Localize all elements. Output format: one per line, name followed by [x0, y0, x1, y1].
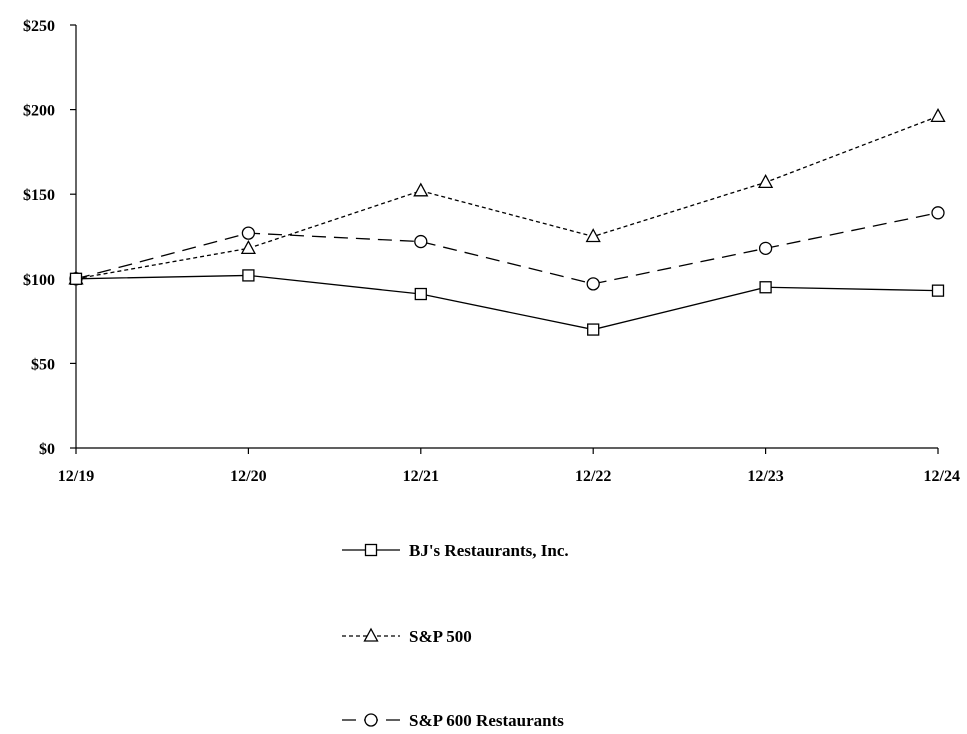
- legend-entry: S&P 600 Restaurants: [342, 711, 564, 730]
- series-line-square: [75, 274, 939, 331]
- x-tick-label: 12/23: [747, 468, 783, 485]
- data-point-triangle: [240, 239, 256, 254]
- x-tick-label: 12/22: [575, 468, 611, 485]
- series-circle-group: [75, 212, 939, 285]
- legend-marker-square: [364, 543, 378, 557]
- data-point-square: [414, 287, 427, 301]
- legend: BJ's Restaurants, Inc. S&P 500 S&P 600 Res…: [342, 541, 569, 730]
- data-point-triangle: [585, 228, 601, 243]
- legend-label: S&P 500: [409, 627, 472, 646]
- data-point-circle: [241, 226, 256, 240]
- legend-label: BJ's Restaurants, Inc.: [409, 541, 569, 560]
- legend-marker-triangle: [363, 627, 379, 642]
- x-tick-label: 12/19: [58, 468, 94, 485]
- y-tick-label: $0: [39, 441, 55, 458]
- x-tick-label: 12/24: [924, 468, 960, 485]
- data-point-square: [69, 272, 83, 285]
- data-point-triangle: [930, 108, 946, 123]
- data-point-square: [587, 323, 600, 336]
- legend-entry: S&P 500: [342, 627, 472, 646]
- data-point-square: [759, 281, 772, 294]
- chart-axes: [75, 25, 938, 449]
- series-layer: [68, 108, 946, 336]
- legend-label: S&P 600 Restaurants: [409, 711, 564, 730]
- y-tick-label: $50: [31, 356, 55, 373]
- legend-entry: BJ's Restaurants, Inc.: [342, 541, 569, 560]
- x-axis-ticks: 12/19 12/20 12/21 12/22 12/23 12/24: [58, 448, 960, 485]
- data-point-triangle: [758, 173, 774, 189]
- data-point-square: [242, 269, 255, 282]
- data-point-square: [931, 284, 945, 297]
- y-tick-label: $200: [23, 103, 55, 120]
- data-point-circle: [586, 277, 600, 291]
- y-tick-label: $150: [23, 187, 55, 204]
- x-tick-label: 12/21: [403, 468, 439, 485]
- series-line-circle: [75, 212, 939, 285]
- y-tick-label: $100: [23, 272, 55, 289]
- x-tick-label: 12/20: [230, 468, 266, 485]
- data-point-circle: [414, 234, 428, 249]
- data-point-circle: [758, 241, 773, 255]
- series-triangle-group: [75, 115, 939, 280]
- legend-marker-circle: [364, 713, 378, 727]
- series-square-group: [75, 274, 939, 331]
- series-line-triangle: [75, 115, 939, 280]
- data-point-circle: [931, 206, 945, 220]
- y-tick-label: $250: [23, 18, 55, 35]
- data-point-triangle: [413, 182, 429, 197]
- y-axis-ticks: $0 $50 $100 $150 $200 $250: [23, 18, 76, 458]
